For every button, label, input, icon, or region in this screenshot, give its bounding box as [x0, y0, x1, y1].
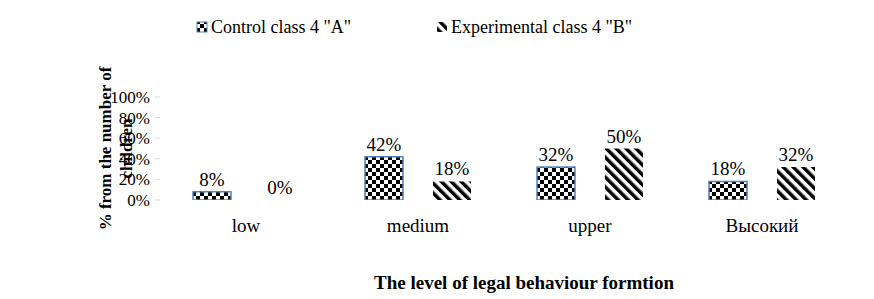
data-label: 32%	[539, 144, 574, 165]
y-tick	[155, 138, 160, 139]
y-tick-label: 100%	[110, 88, 150, 107]
y-tick-label: 0%	[127, 191, 150, 210]
bar	[365, 157, 403, 200]
x-axis-label: The level of legal behaviour formtion	[374, 272, 674, 293]
x-tick-label: low	[232, 215, 261, 236]
data-label: 42%	[367, 134, 402, 155]
chart: 0%20%40%60%80%100%8%42%32%18%0%18%50%32%…	[0, 0, 874, 299]
bar	[605, 149, 643, 201]
x-tick-label: Высокий	[726, 215, 799, 236]
legend-label: Control class 4 "A"	[211, 17, 351, 37]
data-label: 50%	[607, 126, 642, 147]
y-axis-label: % from the number ofchildren	[96, 66, 136, 230]
x-tick-label: upper	[568, 215, 612, 236]
y-axis-label-line: % from the number of	[96, 66, 115, 230]
data-label: 0%	[267, 177, 293, 198]
bar	[537, 167, 575, 200]
y-tick	[155, 117, 160, 118]
bar	[709, 181, 747, 200]
bar	[777, 167, 815, 200]
bar	[193, 192, 231, 200]
y-tick	[155, 200, 160, 201]
bar	[433, 181, 471, 200]
y-tick	[155, 158, 160, 159]
bars	[193, 149, 815, 201]
data-label: 18%	[711, 158, 746, 179]
data-label: 18%	[435, 158, 470, 179]
data-label: 32%	[779, 144, 814, 165]
legend-swatch	[437, 22, 447, 32]
legend-label: Experimental class 4 "B"	[451, 17, 632, 37]
legend-swatch	[197, 22, 207, 32]
bar	[261, 199, 299, 200]
y-tick	[155, 97, 160, 98]
data-label: 8%	[199, 169, 225, 190]
y-axis-label-line: children	[117, 118, 136, 179]
data-labels: 8% 42% 32% 18% 0% 18% 50% 32%	[199, 126, 813, 199]
x-tick-label: medium	[387, 215, 449, 236]
y-tick	[155, 179, 160, 180]
